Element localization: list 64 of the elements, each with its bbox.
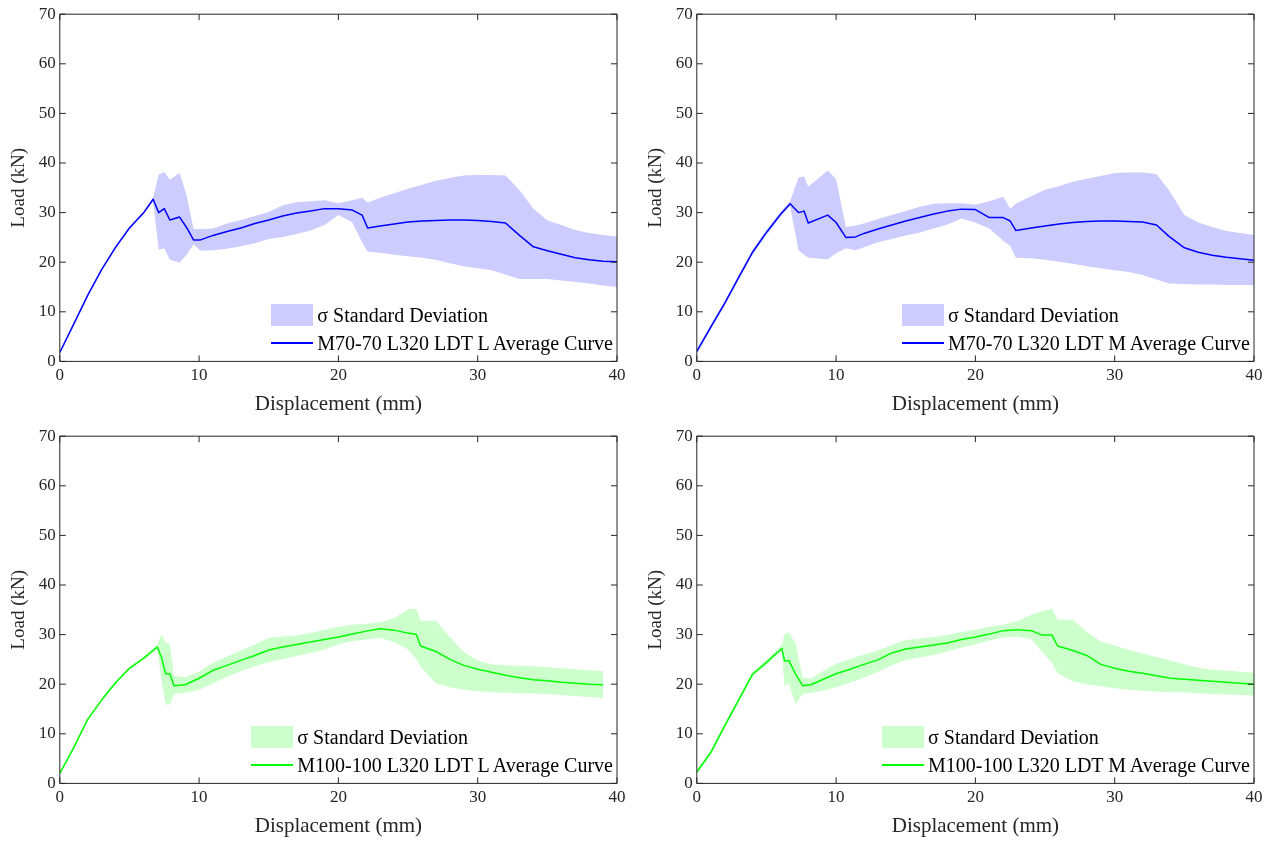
annotation: σ Standard Deviation bbox=[317, 303, 489, 329]
y-tick-label: 50 bbox=[675, 102, 693, 122]
annotation: σ Standard Deviation bbox=[297, 724, 469, 750]
y-tick-label: 70 bbox=[38, 425, 56, 445]
y-tick-label: 30 bbox=[675, 623, 693, 643]
y-tick-label: 60 bbox=[675, 474, 693, 494]
x-tick-label: 30 bbox=[469, 786, 487, 806]
y-tick-label: 0 bbox=[684, 350, 693, 370]
y-tick-label: 60 bbox=[38, 474, 56, 494]
y-tick-label: 50 bbox=[675, 524, 693, 544]
y-tick-label: 20 bbox=[675, 251, 693, 271]
x-tick-label: 20 bbox=[966, 365, 984, 385]
legend-label: M100-100 L320 LDT L Average Curve bbox=[297, 752, 613, 779]
y-tick-label: 10 bbox=[38, 301, 56, 321]
annotation: σ Standard Deviation bbox=[948, 303, 1119, 329]
y-tick-label: 0 bbox=[47, 772, 56, 792]
x-tick-label: 20 bbox=[329, 786, 347, 806]
y-tick-label: 70 bbox=[675, 3, 693, 23]
y-axis-title: Load (kN) bbox=[7, 569, 30, 650]
x-axis-title: Displacement (mm) bbox=[891, 812, 1060, 837]
x-tick-label: 40 bbox=[608, 365, 626, 385]
y-tick-label: 0 bbox=[684, 772, 693, 792]
y-tick-label: 0 bbox=[47, 350, 56, 370]
y-tick-label: 30 bbox=[675, 202, 693, 222]
legend-label: M100-100 L320 LDT M Average Curve bbox=[928, 752, 1250, 779]
y-tick-label: 70 bbox=[38, 3, 56, 23]
x-axis-title: Displacement (mm) bbox=[254, 812, 423, 837]
y-tick-label: 50 bbox=[38, 102, 56, 122]
x-tick-label: 40 bbox=[1245, 365, 1263, 385]
y-tick-label: 20 bbox=[38, 251, 56, 271]
x-tick-label: 10 bbox=[827, 365, 845, 385]
x-tick-label: 40 bbox=[1245, 786, 1263, 806]
y-tick-label: 10 bbox=[675, 301, 693, 321]
y-tick-label: 40 bbox=[38, 573, 56, 593]
x-tick-label: 20 bbox=[329, 365, 347, 385]
y-tick-label: 10 bbox=[38, 722, 56, 742]
y-tick-label: 60 bbox=[675, 53, 693, 73]
y-tick-label: 50 bbox=[38, 524, 56, 544]
y-tick-label: 70 bbox=[675, 425, 693, 445]
annotation: σ Standard Deviation bbox=[928, 724, 1099, 750]
x-tick-label: 30 bbox=[1106, 365, 1124, 385]
y-tick-label: 20 bbox=[675, 673, 693, 693]
legend-label: M70-70 L320 LDT L Average Curve bbox=[317, 331, 613, 357]
legend-label: M70-70 L320 LDT M Average Curve bbox=[948, 331, 1250, 357]
x-tick-label: 20 bbox=[966, 786, 984, 806]
x-tick-label: 40 bbox=[608, 786, 626, 806]
y-axis-title: Load (kN) bbox=[644, 147, 667, 228]
y-tick-label: 30 bbox=[38, 202, 56, 222]
y-tick-label: 10 bbox=[675, 722, 693, 742]
y-tick-label: 40 bbox=[675, 152, 693, 172]
y-axis-title: Load (kN) bbox=[7, 147, 30, 228]
y-axis-title: Load (kN) bbox=[644, 569, 667, 650]
x-tick-label: 30 bbox=[1106, 786, 1124, 806]
y-tick-label: 20 bbox=[38, 673, 56, 693]
x-axis-title: Displacement (mm) bbox=[891, 390, 1060, 415]
y-tick-label: 40 bbox=[675, 573, 693, 593]
y-tick-label: 40 bbox=[38, 152, 56, 172]
x-axis-title: Displacement (mm) bbox=[254, 390, 423, 415]
x-tick-label: 10 bbox=[190, 365, 208, 385]
y-tick-label: 30 bbox=[38, 623, 56, 643]
y-tick-label: 60 bbox=[38, 53, 56, 73]
x-tick-label: 10 bbox=[190, 786, 208, 806]
x-tick-label: 30 bbox=[469, 365, 487, 385]
x-tick-label: 10 bbox=[827, 786, 845, 806]
